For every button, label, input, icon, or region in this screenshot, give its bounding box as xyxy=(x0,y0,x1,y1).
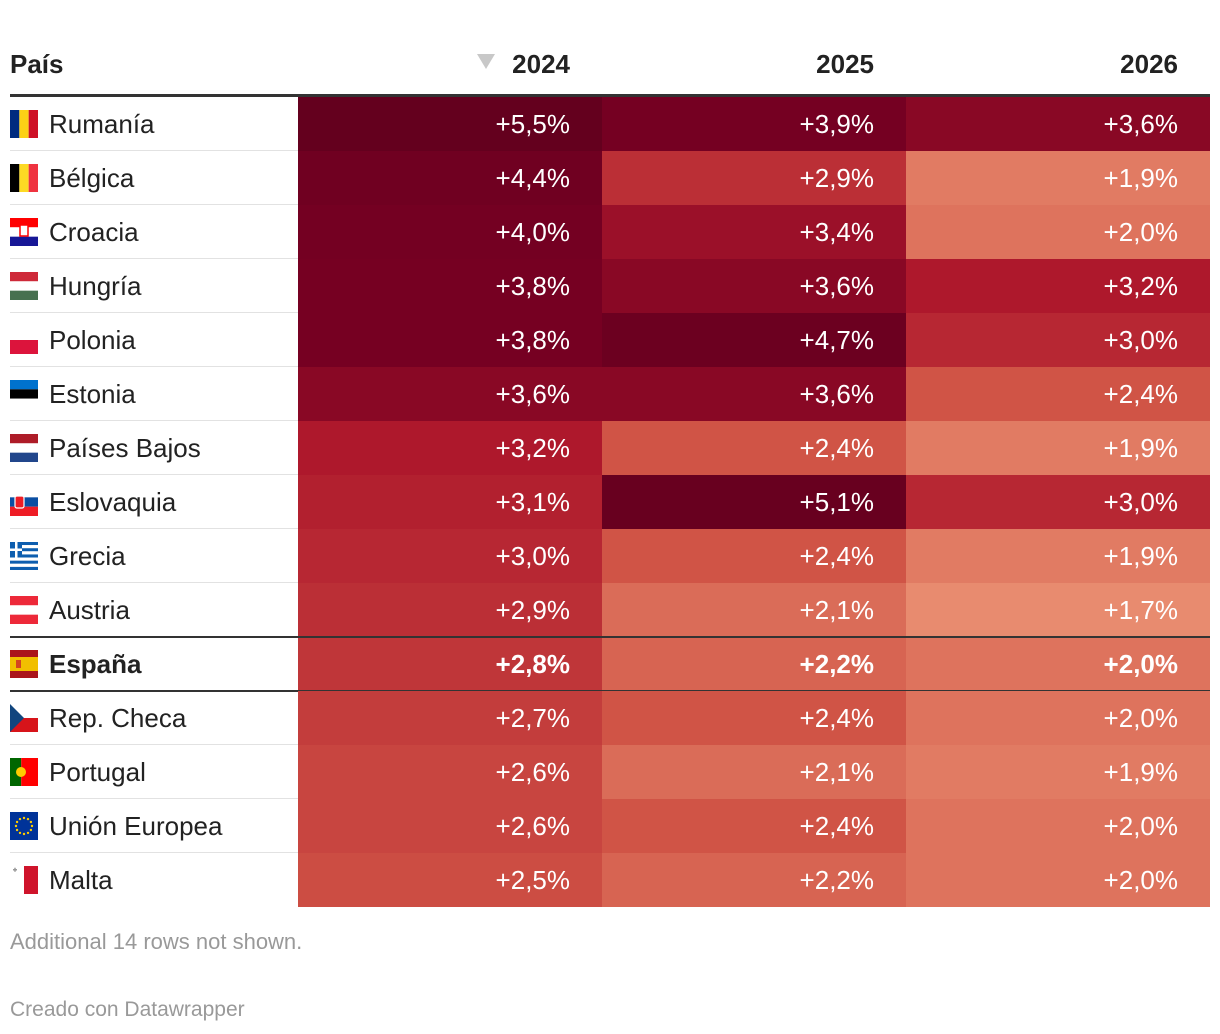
value-cell: +3,2% xyxy=(298,421,602,475)
flag xyxy=(10,488,38,516)
row-separator xyxy=(10,582,298,583)
value-cell: +2,9% xyxy=(602,151,906,205)
flag xyxy=(10,272,38,300)
value-cell: +1,9% xyxy=(906,421,1210,475)
header-year: 2025 xyxy=(816,49,874,79)
header-country: País xyxy=(10,49,64,79)
value-cell: +3,8% xyxy=(298,259,602,313)
row-separator xyxy=(10,150,298,151)
value-cell: +2,0% xyxy=(906,799,1210,853)
country-name: Unión Europea xyxy=(49,811,223,841)
flag xyxy=(10,866,38,894)
flag xyxy=(10,434,38,462)
value-cell: +2,1% xyxy=(602,583,906,637)
country-name: Rumanía xyxy=(49,109,155,139)
header-year: 2024 xyxy=(512,49,570,79)
value-cell: +3,9% xyxy=(602,97,906,151)
credit: Creado con Datawrapper xyxy=(10,998,245,1021)
country-name: Estonia xyxy=(49,379,136,409)
value-cell: +2,4% xyxy=(602,691,906,745)
value-cell: +2,5% xyxy=(298,853,602,907)
value-cell: +5,1% xyxy=(602,475,906,529)
value-cell: +2,9% xyxy=(298,583,602,637)
country-name: Bélgica xyxy=(49,163,135,193)
country-name: Portugal xyxy=(49,757,146,787)
value-cell: +2,0% xyxy=(906,637,1210,691)
row-separator xyxy=(10,366,298,367)
value-cell: +2,2% xyxy=(602,853,906,907)
country-name: Austria xyxy=(49,595,130,625)
value-cell: +3,2% xyxy=(906,259,1210,313)
flag xyxy=(10,542,38,570)
flag xyxy=(10,758,38,786)
value-cell: +2,4% xyxy=(602,421,906,475)
country-name: Polonia xyxy=(49,325,136,355)
header-rule xyxy=(10,94,1210,97)
flag xyxy=(10,110,38,138)
value-cell: +2,6% xyxy=(298,745,602,799)
flag xyxy=(10,326,38,354)
value-cell: +1,7% xyxy=(906,583,1210,637)
value-cell: +3,6% xyxy=(602,367,906,421)
value-cell: +5,5% xyxy=(298,97,602,151)
row-separator xyxy=(10,474,298,475)
country-name: España xyxy=(49,649,142,679)
flag xyxy=(10,218,38,246)
flag xyxy=(10,596,38,624)
value-cell: +1,9% xyxy=(906,745,1210,799)
flag xyxy=(10,380,38,408)
country-name: Malta xyxy=(49,865,113,895)
row-separator xyxy=(10,852,298,853)
value-cell: +4,0% xyxy=(298,205,602,259)
value-cell: +2,0% xyxy=(906,205,1210,259)
row-separator xyxy=(10,312,298,313)
value-cell: +3,4% xyxy=(602,205,906,259)
country-name: Croacia xyxy=(49,217,139,247)
header-year: 2026 xyxy=(1120,49,1178,79)
value-cell: +2,6% xyxy=(298,799,602,853)
row-separator xyxy=(10,420,298,421)
value-cell: +1,9% xyxy=(906,529,1210,583)
value-cell: +3,0% xyxy=(906,313,1210,367)
value-cell: +4,7% xyxy=(602,313,906,367)
country-name: Grecia xyxy=(49,541,126,571)
flag xyxy=(10,164,38,192)
value-cell: +3,6% xyxy=(602,259,906,313)
note: Additional 14 rows not shown. xyxy=(10,929,303,954)
country-name: Hungría xyxy=(49,271,142,301)
value-cell: +2,4% xyxy=(602,799,906,853)
value-cell: +3,1% xyxy=(298,475,602,529)
country-name: Rep. Checa xyxy=(49,703,187,733)
value-cell: +2,4% xyxy=(906,367,1210,421)
flag xyxy=(10,650,38,678)
flag xyxy=(10,704,38,732)
flag xyxy=(10,812,38,840)
country-name: Eslovaquia xyxy=(49,487,177,517)
value-cell: +2,1% xyxy=(602,745,906,799)
value-cell: +3,0% xyxy=(298,529,602,583)
value-cell: +4,4% xyxy=(298,151,602,205)
value-cell: +3,8% xyxy=(298,313,602,367)
value-cell: +3,6% xyxy=(298,367,602,421)
row-separator xyxy=(10,204,298,205)
row-separator xyxy=(10,528,298,529)
value-cell: +2,0% xyxy=(906,853,1210,907)
sort-icon xyxy=(477,54,495,69)
row-separator xyxy=(10,744,298,745)
value-cell: +2,4% xyxy=(602,529,906,583)
value-cell: +2,8% xyxy=(298,637,602,691)
row-separator xyxy=(10,258,298,259)
value-cell: +2,0% xyxy=(906,691,1210,745)
value-cell: +2,2% xyxy=(602,637,906,691)
highlight-rule xyxy=(10,636,1210,638)
row-separator xyxy=(10,798,298,799)
country-name: Países Bajos xyxy=(49,433,201,463)
value-cell: +3,6% xyxy=(906,97,1210,151)
value-cell: +2,7% xyxy=(298,691,602,745)
value-cell: +1,9% xyxy=(906,151,1210,205)
value-cell: +3,0% xyxy=(906,475,1210,529)
